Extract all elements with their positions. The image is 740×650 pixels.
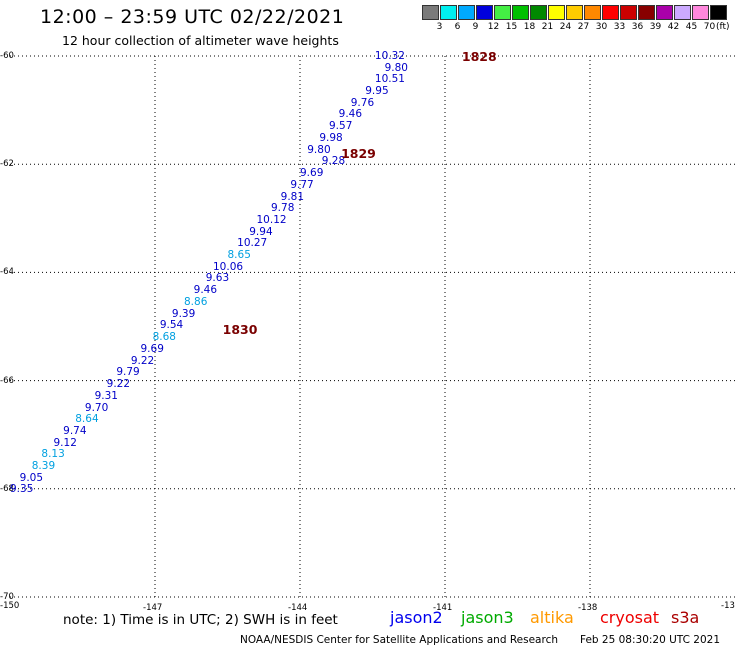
wave-height-label: 9.76 [350,96,375,109]
wave-height-label: 9.63 [205,272,230,285]
legend-label: 15 [505,22,518,32]
wave-height-label: 9.77 [290,178,314,191]
legend-label: 30 [595,22,608,32]
pass-time-label: 1829 [341,146,376,162]
legend-label: 36 [631,22,644,32]
latitude-tick-label: -66 [0,375,14,386]
legend-swatch [584,5,601,20]
latitude-tick-label: -70 [0,592,14,602]
wave-height-label: 8.86 [184,296,208,309]
legend-swatch [440,5,457,20]
legend-label: 3 [436,22,443,32]
legend-label: 12 [487,22,500,32]
satellite-name: s3a [671,608,700,627]
wave-height-label: 10.12 [256,213,287,226]
legend-label: 9 [472,22,479,32]
wave-height-label: 9.69 [300,166,324,179]
wave-height-label: 9.95 [365,85,389,98]
legend-label: 24 [559,22,572,32]
wave-height-label: 8.68 [152,331,176,344]
wave-height-label: 9.94 [249,225,273,238]
legend-swatch [620,5,637,20]
pass-time-label: 1828 [461,49,497,64]
longitude-tick-label: -147 [143,603,163,613]
wave-height-label: 9.78 [271,202,295,215]
longitude-tick-label: -138 [578,603,598,613]
legend-swatch [692,5,709,20]
legend-label: 6 [454,22,461,32]
wave-height-label: 8.13 [41,448,65,461]
legend-swatch [710,5,727,20]
wave-height-label: 8.64 [75,413,99,425]
map-title: 12:00 – 23:59 UTC 02/22/2021 [40,6,345,28]
latitude-tick-label: -60 [0,51,14,61]
wave-height-label: 9.46 [338,108,363,121]
credit-text: NOAA/NESDIS Center for Satellite Applica… [240,634,558,646]
wave-height-label: 9.81 [280,190,305,203]
longitude-tick-label: -150 [0,601,20,611]
wave-height-label: 9.80 [307,143,331,156]
wave-height-label: 10.51 [374,73,405,86]
timestamp-text: Feb 25 08:30:20 UTC 2021 [580,634,720,646]
wave-height-label: 9.80 [384,61,408,74]
wave-height-label: 9.22 [130,354,155,367]
legend-swatch [674,5,691,20]
longitude-tick-label: -141 [433,603,453,613]
legend-swatch [656,5,673,20]
satellite-name: cryosat [600,608,660,627]
legend-label: 42 [667,22,680,32]
legend-swatch [494,5,511,20]
wave-height-label: 9.12 [53,436,77,449]
legend-swatch [458,5,475,20]
latitude-tick-label: -64 [0,267,14,278]
wave-height-label: 9.79 [116,366,140,379]
wave-height-label: 9.22 [106,377,131,390]
wave-height-label: 9.69 [140,342,164,355]
wave-height-label: 9.05 [19,471,44,484]
legend-swatch [530,5,547,20]
wave-height-label: 9.46 [193,284,218,297]
wave-height-label: 9.57 [329,120,353,133]
legend-label: 45 [685,22,698,32]
legend-label: 27 [577,22,590,32]
wave-height-label: 9.31 [94,389,118,402]
legend-unit: (ft) [716,22,730,32]
legend-label: 18 [523,22,536,32]
wave-height-label: 9.54 [159,319,184,332]
wave-height-label: 9.28 [321,155,346,168]
footer-note: note: 1) Time is in UTC; 2) SWH is in fe… [63,612,338,628]
longitude-tick-label: -13 [721,601,735,611]
wave-height-label: 8.65 [227,249,251,262]
satellite-name: jason2 [390,608,443,627]
satellite-name: altika [530,608,574,627]
wave-height-label: 9.74 [63,424,87,437]
pass-time-label: 1830 [222,322,258,338]
wave-height-label: 9.70 [84,401,109,414]
legend-label: 39 [649,22,662,32]
latitude-tick-label: -62 [0,159,14,170]
satellite-name: jason3 [461,608,514,627]
map-subtitle: 12 hour collection of altimeter wave hei… [62,33,339,48]
legend-label: 21 [541,22,554,32]
longitude-tick-label: -144 [288,603,308,613]
legend-swatch [476,5,493,20]
wave-height-label: 10.27 [237,237,268,250]
legend-swatch [638,5,655,20]
legend-swatch [512,5,529,20]
legend-swatch [548,5,565,20]
legend-swatch [602,5,619,20]
wave-height-label: 10.06 [213,260,244,273]
legend-label: 70 [703,22,716,32]
wave-height-label: 9.35 [10,483,34,496]
wave-height-label: 10.32 [374,50,405,62]
legend-swatch [422,5,439,20]
legend-label: 33 [613,22,626,32]
wave-height-label: 8.39 [31,460,56,473]
legend-swatch [566,5,583,20]
latitude-tick-label: -68 [0,483,14,494]
wave-height-label: 9.98 [319,131,343,144]
wave-height-label: 9.39 [171,307,196,320]
